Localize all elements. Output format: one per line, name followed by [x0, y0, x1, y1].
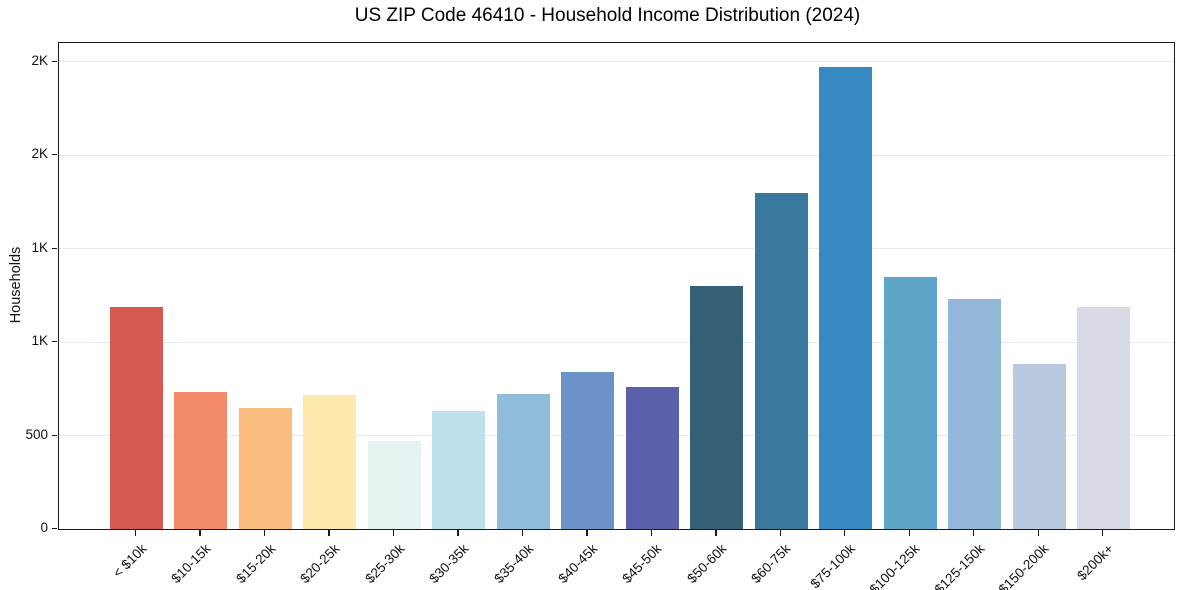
- x-tick-label: $10-15k: [168, 541, 214, 587]
- bar-$200k+: [1077, 306, 1131, 529]
- y-tick-label: 500: [25, 426, 48, 442]
- x-tick-mark: [650, 529, 653, 536]
- x-tick-label: < $10k: [109, 541, 150, 581]
- bar-$150-200k: [1012, 363, 1066, 529]
- bar-$45-50k: [625, 386, 679, 529]
- x-tick-mark: [908, 529, 910, 536]
- bar-$30-35k: [432, 411, 486, 529]
- bar-< $10k: [110, 306, 163, 529]
- y-tick-label: 1K: [31, 239, 48, 255]
- y-tick-label: 2K: [31, 146, 48, 162]
- x-tick-label: $30-35k: [426, 541, 472, 587]
- bar-$15-20k: [238, 407, 292, 529]
- x-tick-mark: [199, 529, 201, 536]
- x-tick-mark: [1102, 529, 1104, 536]
- x-tick-label: $100-125k: [867, 541, 923, 590]
- y-tick-label: 2K: [31, 52, 48, 68]
- x-tick-label: $60-75k: [748, 541, 794, 587]
- bar-$20-25k: [303, 395, 357, 529]
- x-tick-mark: [457, 529, 459, 536]
- chart-title: US ZIP Code 46410 - Household Income Dis…: [354, 5, 861, 26]
- y-tick-mark: [52, 60, 57, 62]
- bar-$100-125k: [883, 276, 937, 529]
- x-tick-label: $50-60k: [684, 541, 730, 587]
- x-tick-mark: [973, 529, 975, 536]
- x-tick-mark: [135, 529, 137, 536]
- x-tick-label: $200k+: [1073, 541, 1117, 584]
- bar-$50-60k: [690, 286, 744, 529]
- bar-$40-45k: [561, 372, 615, 529]
- y-tick-label: 1K: [31, 333, 48, 349]
- y-gridline: [59, 61, 1174, 63]
- bar-$35-40k: [496, 394, 550, 529]
- y-gridline: [59, 341, 1174, 343]
- x-tick-label: $25-30k: [361, 541, 407, 587]
- bar-$75-100k: [819, 67, 873, 529]
- x-tick-mark: [392, 529, 395, 536]
- x-tick-label: $20-25k: [297, 541, 343, 587]
- bar-$25-30k: [367, 441, 421, 529]
- x-tick-label: $15-20k: [232, 541, 279, 587]
- x-tick-mark: [844, 529, 846, 536]
- x-tick-label: $45-50k: [619, 541, 665, 587]
- x-tick-mark: [715, 529, 717, 536]
- y-gridline: [59, 248, 1174, 250]
- x-tick-mark: [586, 529, 588, 536]
- y-gridline: [59, 435, 1174, 437]
- y-tick-label: 0: [40, 520, 48, 535]
- x-tick-mark: [521, 529, 524, 536]
- plot-area: [58, 42, 1175, 530]
- x-tick-label: $40-45k: [555, 541, 601, 587]
- y-tick-mark: [52, 247, 57, 249]
- x-tick-mark: [1037, 529, 1039, 536]
- x-tick-mark: [328, 529, 330, 536]
- x-tick-label: $75-100k: [807, 541, 859, 590]
- bar-$10-15k: [174, 391, 228, 529]
- y-axis-label: Households: [8, 246, 24, 324]
- x-tick-label: $35-40k: [490, 541, 536, 587]
- y-tick-mark: [52, 434, 57, 436]
- y-tick-mark: [52, 154, 57, 156]
- x-tick-mark: [779, 529, 781, 536]
- y-tick-mark: [52, 341, 57, 343]
- y-gridline: [59, 154, 1174, 156]
- x-tick-label: $150-200k: [995, 541, 1052, 590]
- bar-$60-75k: [754, 192, 808, 529]
- bar-$125-150k: [948, 299, 1002, 529]
- x-tick-mark: [263, 529, 266, 536]
- y-tick-mark: [52, 528, 57, 530]
- x-tick-label: $125-150k: [931, 541, 988, 590]
